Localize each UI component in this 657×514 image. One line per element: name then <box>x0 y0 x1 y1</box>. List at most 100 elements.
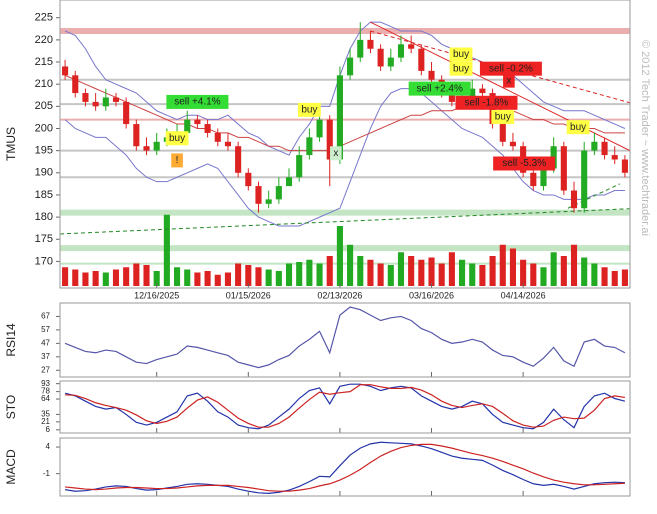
signal-box <box>165 131 189 146</box>
indicator-line <box>65 384 626 428</box>
y-axis-label: MACD <box>4 449 18 485</box>
candle-body <box>285 177 293 187</box>
candle-body <box>469 88 476 98</box>
candle-body <box>316 119 323 138</box>
volume-bar <box>530 263 537 286</box>
volume-bar <box>102 272 109 286</box>
y-tick-label: 64 <box>41 394 50 403</box>
volume-bar <box>296 262 303 286</box>
signal-label: sell -1.8% <box>465 97 509 108</box>
y-tick-label: 6 <box>46 425 51 434</box>
x-tick-label: 04/14/2026 <box>501 290 546 300</box>
volume-bar <box>581 257 588 286</box>
panel-3 <box>64 441 625 494</box>
volume-bar <box>540 267 547 286</box>
candle-body <box>377 48 384 67</box>
candle-body <box>143 146 150 151</box>
volume-bar <box>82 272 89 286</box>
volume-bar <box>163 214 170 286</box>
volume-bar <box>591 263 598 286</box>
y-axis-label: TMUS <box>4 127 18 161</box>
indicator-line <box>64 383 626 430</box>
y-tick-label: 57 <box>41 325 50 334</box>
candle-body <box>560 146 567 191</box>
candle-body <box>235 146 242 173</box>
x-tick-label: 02/13/2026 <box>317 290 362 300</box>
y-tick-label: 67 <box>41 312 50 321</box>
candle-body <box>265 199 272 204</box>
candle-body <box>326 119 333 160</box>
volume-bar <box>509 248 516 286</box>
signal-label: sell -0.2% <box>489 63 533 74</box>
candle-body <box>611 155 618 160</box>
candle-body <box>581 150 588 209</box>
y-tick-label: 47 <box>41 338 50 347</box>
candle-body <box>499 124 506 142</box>
volume-bar <box>499 244 506 286</box>
signal-label: buy <box>453 49 469 60</box>
indicator-line <box>65 443 625 492</box>
signal-label: sell +2.4% <box>416 83 463 94</box>
volume-bar <box>560 256 567 286</box>
candle-body <box>133 124 140 147</box>
y-tick-label: 93 <box>41 379 50 388</box>
volume-bar <box>489 256 496 286</box>
candle-body <box>102 97 109 107</box>
volume-bar <box>387 265 394 286</box>
y-tick-label: 195 <box>35 145 53 157</box>
candle-body <box>448 93 455 102</box>
candle-body <box>224 141 231 147</box>
candle-body <box>479 88 486 94</box>
signal-label: x <box>506 75 511 86</box>
panel-frame <box>59 380 631 434</box>
candle-body <box>591 141 598 151</box>
signal-box <box>503 73 515 88</box>
y-tick-label: 78 <box>41 387 50 396</box>
signal-label: buy <box>453 63 469 74</box>
candle-body <box>72 75 79 94</box>
signal-label: sell -5.3% <box>502 158 546 169</box>
volume-bar <box>112 269 120 286</box>
signal-box <box>491 109 515 124</box>
y-tick-label: -1 <box>43 469 51 478</box>
signal-box <box>493 156 556 171</box>
volume-bar <box>448 252 455 286</box>
volume-bar <box>621 269 628 286</box>
volume-bar <box>570 244 578 286</box>
volume-bar <box>174 267 181 286</box>
volume-bar <box>367 259 374 286</box>
candle-body <box>194 119 201 125</box>
y-tick-label: 225 <box>35 12 53 24</box>
candle-body <box>112 97 120 102</box>
copyright: © 2012 Tech Trader ~ www.techtrader.ai <box>639 40 651 236</box>
candle-body <box>621 159 628 173</box>
candle-body <box>530 172 537 187</box>
candle-body <box>204 124 211 133</box>
candle-body <box>82 93 89 102</box>
panel-frame <box>59 0 631 289</box>
y-axis-label: RSI14 <box>4 323 18 357</box>
signal-box <box>408 81 471 96</box>
volume-bar <box>550 252 557 286</box>
panel-2 <box>64 383 626 430</box>
y-tick-label: 185 <box>35 189 53 201</box>
signal-label: buy <box>495 112 511 123</box>
overlay-line <box>64 74 625 152</box>
volume-bar <box>245 265 252 286</box>
indicator-line <box>64 306 626 369</box>
volume-bar <box>204 271 211 286</box>
signal-box <box>449 61 473 76</box>
volume-bar <box>316 263 323 286</box>
x-tick-label: 01/15/2026 <box>226 290 271 300</box>
overlay-line <box>64 88 625 227</box>
signal-label: buy <box>169 133 185 144</box>
signal-box <box>171 153 183 168</box>
signal-box <box>330 146 342 161</box>
volume-bar <box>235 263 242 286</box>
volume-bar <box>153 271 160 286</box>
volume-bar <box>326 256 333 286</box>
candle-body <box>428 70 435 80</box>
candle-body <box>214 132 221 142</box>
y-axis-label: STO <box>4 395 18 419</box>
candle-body <box>275 186 282 200</box>
